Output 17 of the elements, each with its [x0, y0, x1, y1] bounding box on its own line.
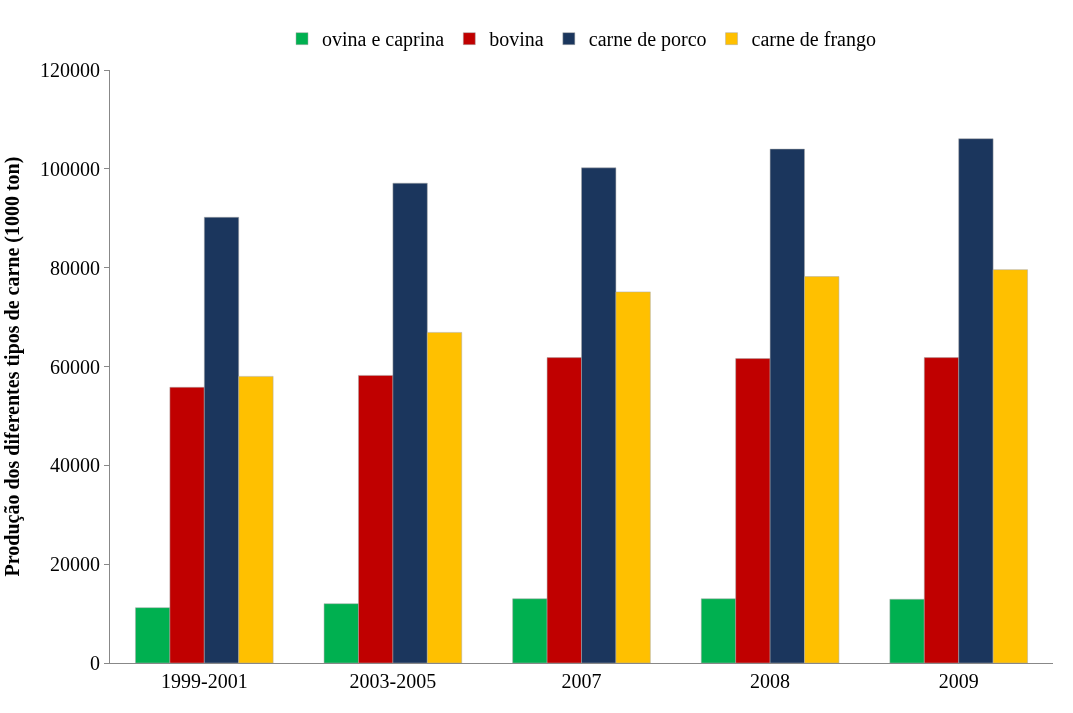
legend-label: ovina e caprina	[322, 28, 445, 52]
y-tick-label: 100000	[40, 157, 100, 180]
y-tick-label: 120000	[40, 59, 100, 81]
y-tick-label: 0	[90, 652, 100, 674]
y-tick-label: 80000	[50, 256, 100, 279]
legend-label: bovina	[489, 28, 544, 51]
x-tick-label: 2009	[938, 670, 979, 692]
y-tick-label: 40000	[50, 454, 100, 477]
y-tick-label: 60000	[50, 355, 100, 378]
legend-label: carne de frango	[751, 28, 876, 52]
legend-label: carne de porco	[588, 28, 707, 52]
x-tick-label: 2008	[750, 670, 791, 692]
x-tick-label: 2007	[561, 670, 602, 692]
x-tick-label: 2003-2005	[349, 670, 437, 692]
x-tick-label: 1999-2001	[160, 670, 248, 692]
y-tick-label: 20000	[50, 553, 100, 576]
y-axis-title: Produção dos diferentes tipos de carne (1000 ton)	[0, 156, 24, 577]
